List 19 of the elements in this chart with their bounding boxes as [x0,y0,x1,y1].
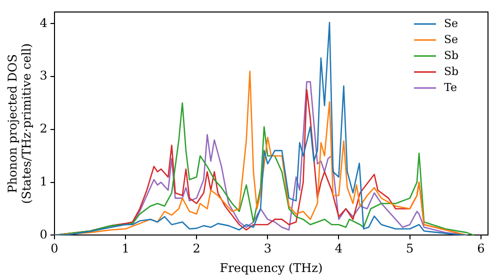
x-axis-title: Frequency (THz) [220,260,323,275]
legend-label: Sb [444,48,459,62]
y-tick-label: 0 [40,227,48,242]
y-tick-label: 1 [40,174,48,188]
x-tick-label: 2 [192,242,200,256]
legend-label: Te [444,80,457,94]
x-tick-label: 1 [122,242,130,256]
x-tick-label: 3 [264,242,272,256]
legend-label: Se [444,32,458,46]
y-axis-title: Phonon projected DOS (States/THz·primitive cell) [5,43,34,204]
y-tick-label: 3 [40,68,48,83]
legend-label: Sb [444,64,459,78]
x-tick-label: 4 [334,242,343,256]
x-tick-label: 5 [406,242,414,256]
x-tick-label: 6 [477,242,485,256]
legend-label: Se [444,16,458,30]
x-tick-label: 0 [50,242,58,256]
y-tick-label: 2 [40,122,48,136]
y-tick-label: 4 [40,16,48,30]
